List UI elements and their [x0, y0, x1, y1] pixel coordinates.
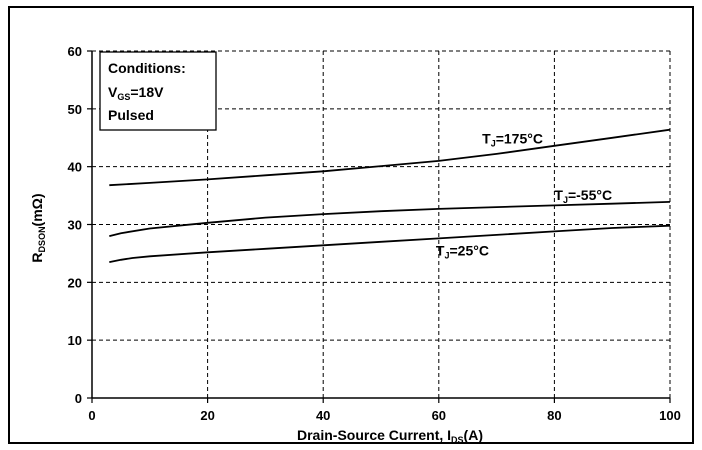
x-tick-label: 0 — [88, 408, 95, 423]
conditions-box: Conditions: VGS=18V Pulsed — [99, 51, 217, 131]
y-tick-label: 40 — [68, 160, 82, 175]
y-tick-label: 0 — [75, 391, 82, 406]
x-tick-label: 80 — [547, 408, 561, 423]
x-tick-label: 100 — [659, 408, 681, 423]
y-tick-label: 60 — [68, 44, 82, 59]
series-label: TJ=25°C — [436, 243, 489, 261]
y-tick-label: 50 — [68, 102, 82, 117]
series-line — [109, 201, 671, 237]
x-tick-label: 20 — [200, 408, 214, 423]
x-tick-label: 40 — [316, 408, 330, 423]
y-tick-label: 30 — [68, 218, 82, 233]
conditions-pulsed: Pulsed — [108, 107, 154, 123]
chart-frame: 0 20 40 60 80 100 0 10 20 30 40 50 60 TJ=175°C TJ=-55… — [8, 6, 694, 444]
y-axis-label: RDSON(mΩ) — [29, 193, 47, 262]
y-tick-label: 10 — [68, 333, 82, 348]
y-tick-label: 20 — [68, 275, 82, 290]
x-tick-label: 60 — [432, 408, 446, 423]
conditions-title: Conditions: — [108, 60, 186, 76]
series-label: TJ=175°C — [482, 131, 543, 149]
series-line — [109, 128, 671, 187]
conditions-vgs: VGS=18V — [108, 84, 164, 102]
series-line — [109, 224, 671, 263]
series-label: TJ=-55°C — [554, 187, 612, 205]
rdson-chart: 0 20 40 60 80 100 0 10 20 30 40 50 60 TJ=175°C TJ=-55… — [29, 44, 681, 442]
x-axis-label: Drain-Source Current, IDS(A) — [297, 427, 483, 442]
